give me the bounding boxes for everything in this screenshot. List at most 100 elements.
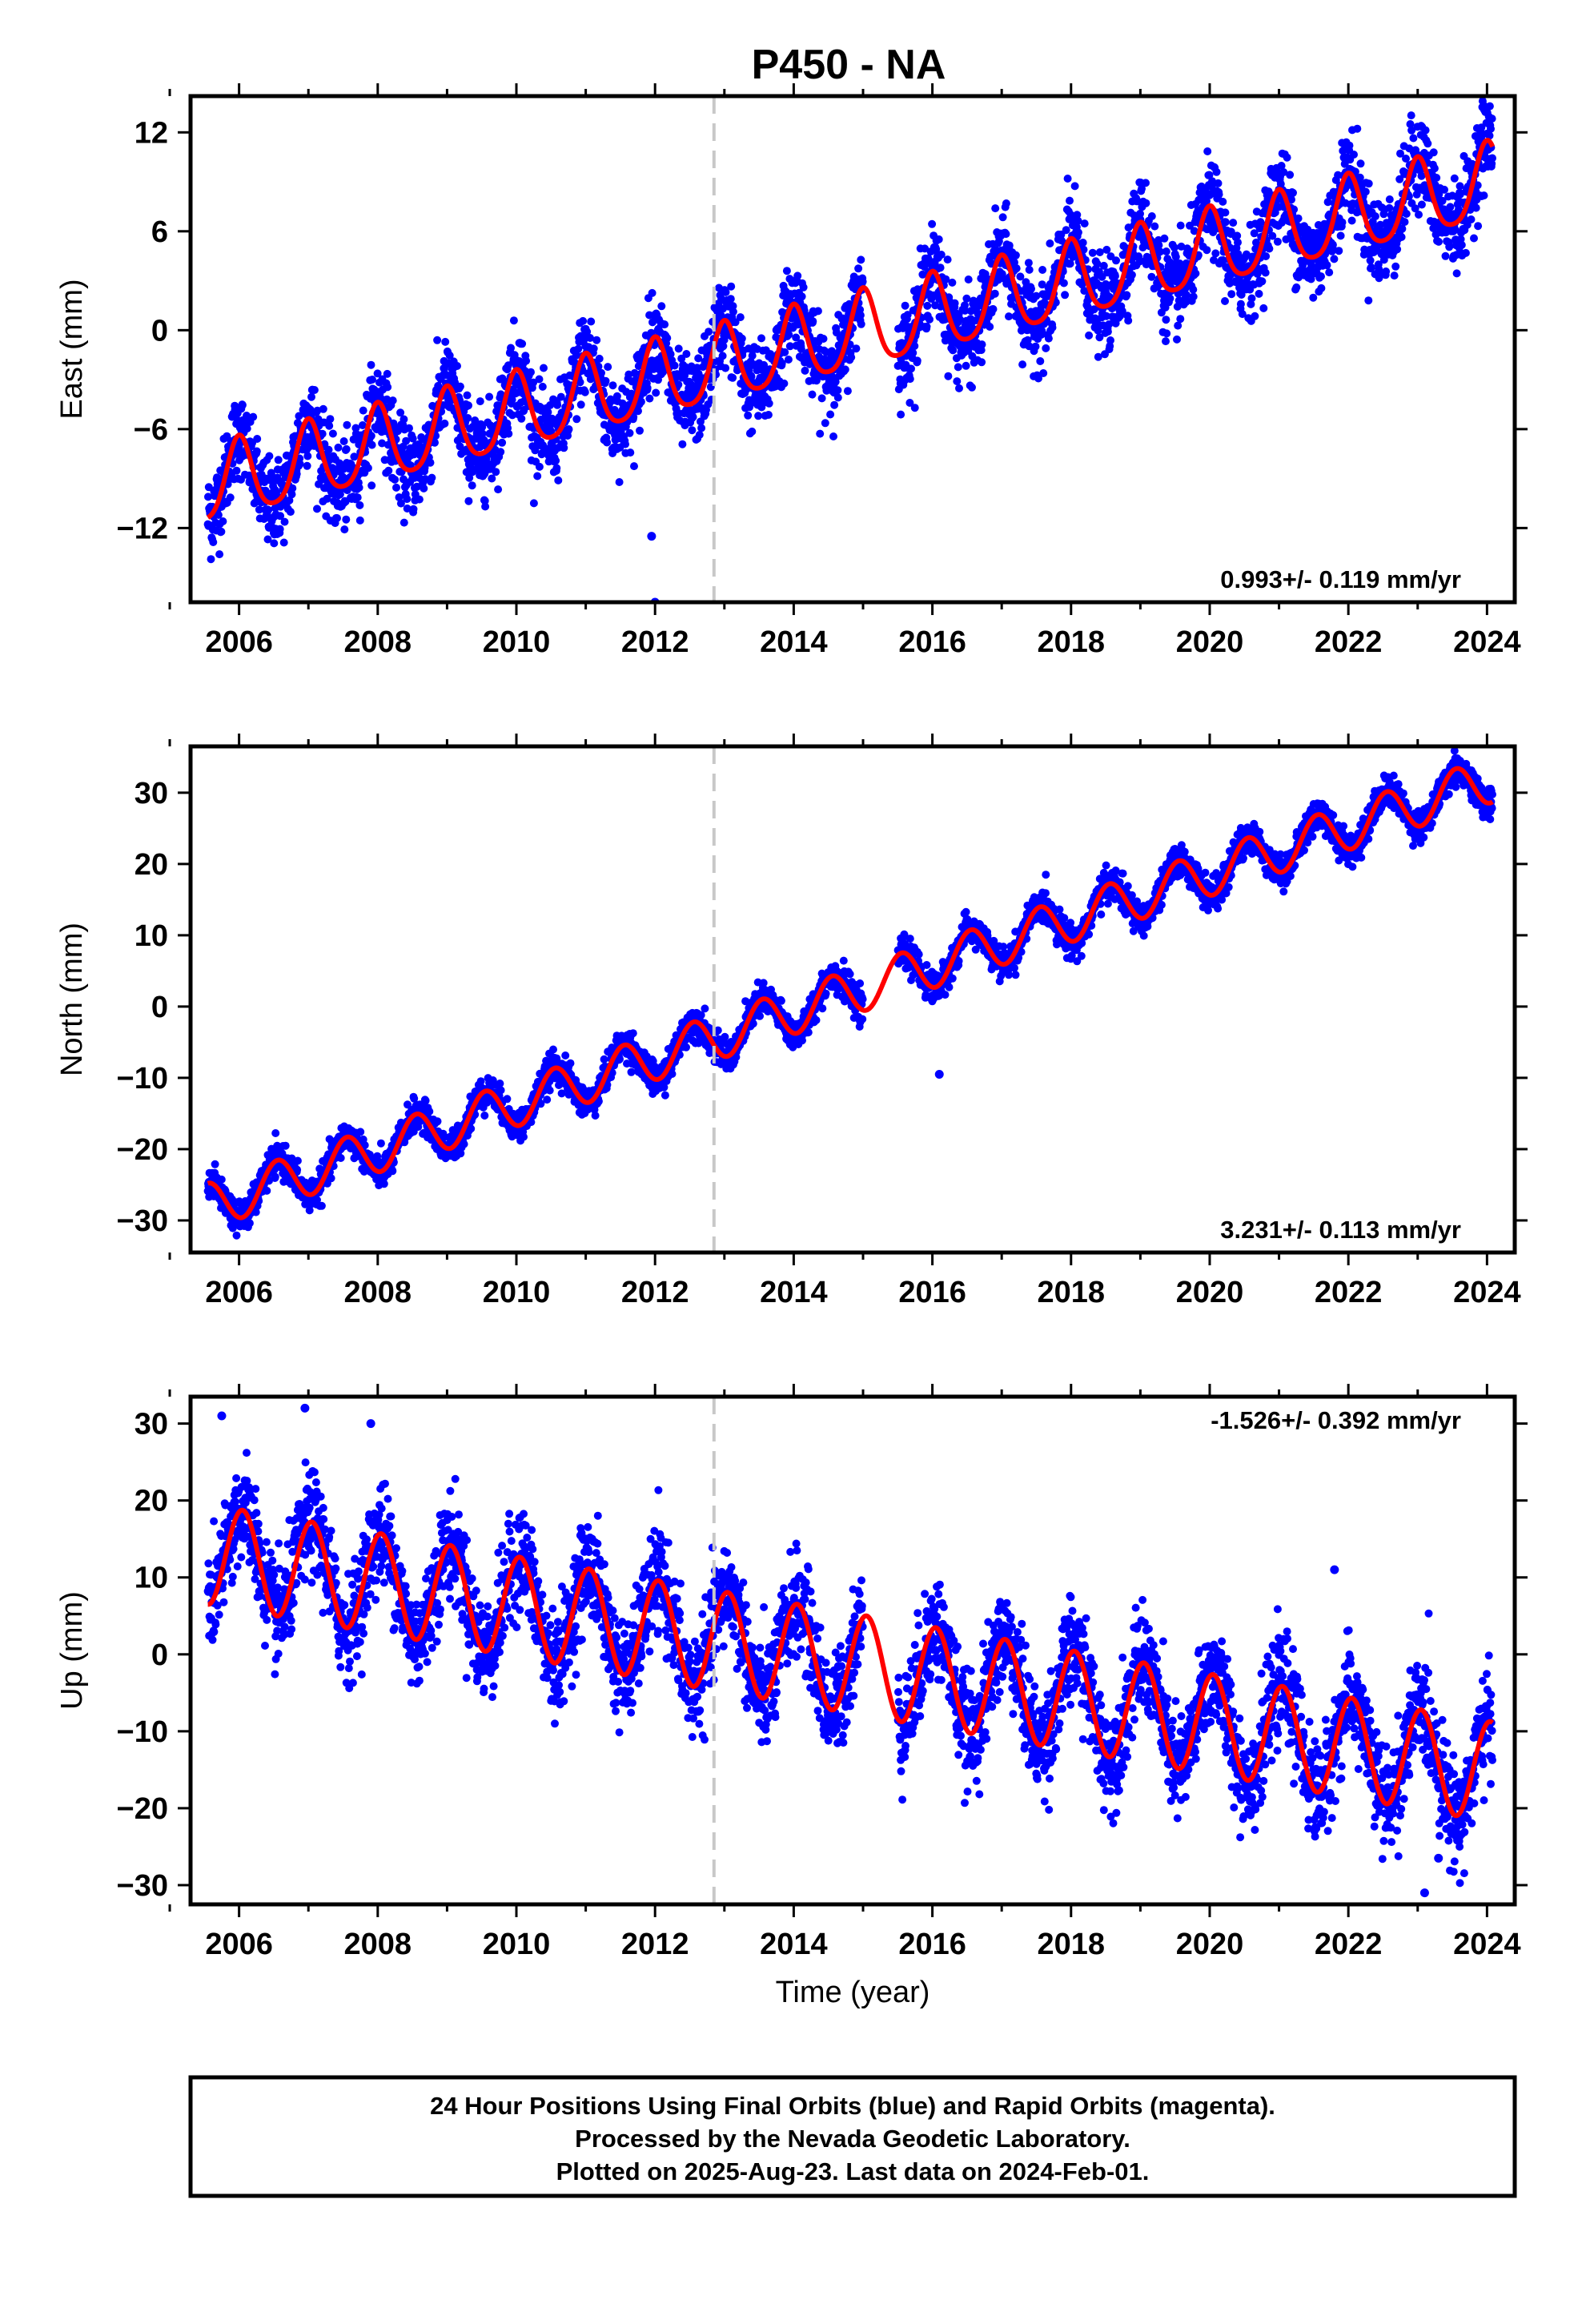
east-data-point xyxy=(492,468,500,476)
east-data-point xyxy=(1292,283,1301,292)
east-data-point xyxy=(383,369,391,378)
east-data-point xyxy=(1073,211,1082,219)
east-data-point xyxy=(394,427,402,436)
east-data-point xyxy=(576,400,585,409)
east-data-point xyxy=(674,380,683,389)
east-data-point xyxy=(1046,239,1054,247)
east-data-point xyxy=(478,429,487,438)
east-y-axis-label: East (mm) xyxy=(55,279,89,419)
east-x-tick-label: 2012 xyxy=(621,625,689,659)
east-data-point xyxy=(689,412,697,421)
east-data-point xyxy=(1042,344,1050,352)
east-data-point xyxy=(797,292,806,301)
east-data-point xyxy=(852,344,861,353)
east-data-point xyxy=(695,431,704,439)
east-data-point xyxy=(936,263,945,272)
north-data-point xyxy=(480,1112,489,1120)
east-data-point xyxy=(1395,175,1404,183)
east-data-point xyxy=(626,448,635,457)
north-data-point xyxy=(388,1167,397,1176)
north-data-point xyxy=(211,1160,219,1168)
north-data-point xyxy=(317,1201,326,1210)
east-data-point xyxy=(1307,275,1315,283)
east-data-point xyxy=(1397,233,1406,241)
east-data-point xyxy=(854,264,863,273)
east-data-point xyxy=(409,505,418,513)
east-data-point xyxy=(325,421,334,430)
east-data-point xyxy=(719,342,728,351)
east-data-point xyxy=(464,497,473,505)
east-data-point xyxy=(383,383,392,392)
east-data-point xyxy=(1261,268,1270,277)
north-data-point xyxy=(421,1096,430,1105)
east-data-point xyxy=(1457,240,1466,249)
east-data-point xyxy=(441,337,450,346)
east-data-point xyxy=(415,495,424,504)
east-data-point xyxy=(420,484,428,493)
east-data-point xyxy=(480,497,489,505)
east-data-point xyxy=(1456,190,1464,199)
east-data-point xyxy=(1474,222,1483,231)
east-data-point xyxy=(527,368,535,376)
east-data-point xyxy=(529,378,538,387)
east-data-point xyxy=(792,333,801,342)
east-data-point xyxy=(276,512,285,521)
east-data-point xyxy=(535,375,544,384)
east-data-point xyxy=(1485,102,1494,111)
east-data-point xyxy=(552,456,560,465)
east-data-point xyxy=(1277,162,1286,170)
east-data-point xyxy=(359,406,367,415)
east-data-point xyxy=(285,496,294,505)
east-data-point xyxy=(604,363,612,372)
east-data-point xyxy=(431,438,439,447)
east-data-point xyxy=(1287,195,1295,204)
east-data-point xyxy=(1162,316,1170,324)
east-data-point xyxy=(1205,171,1214,179)
east-data-point xyxy=(412,482,421,491)
east-data-point xyxy=(1016,272,1025,281)
east-data-point xyxy=(1317,272,1325,281)
east-data-point xyxy=(688,426,697,435)
east-data-point xyxy=(556,392,565,401)
east-data-point xyxy=(954,363,962,372)
east-data-point xyxy=(847,353,856,362)
east-data-point xyxy=(1236,300,1245,308)
east-data-point xyxy=(718,352,727,360)
east-data-point xyxy=(279,538,288,547)
east-data-point xyxy=(1214,179,1223,187)
east-data-point xyxy=(634,407,642,416)
east-data-point xyxy=(998,213,1007,222)
east-data-point xyxy=(1271,208,1279,217)
east-data-point xyxy=(1099,261,1108,270)
east-frame xyxy=(188,94,1517,605)
east-data-point xyxy=(552,464,561,472)
east-data-point xyxy=(953,377,962,386)
east-data-point xyxy=(217,527,226,536)
east-data-point xyxy=(1473,181,1482,190)
east-data-point xyxy=(1031,342,1040,351)
east-data-point xyxy=(922,322,931,331)
east-data-point xyxy=(1219,256,1227,264)
east-data-point xyxy=(923,301,932,310)
east-data-point xyxy=(358,421,367,429)
east-data-point xyxy=(468,481,476,490)
east-data-point xyxy=(560,444,568,452)
east-data-point xyxy=(1480,191,1488,200)
north-data-point xyxy=(336,1154,345,1162)
east-data-point xyxy=(729,302,737,311)
east-data-point xyxy=(630,368,639,377)
east-data-point xyxy=(464,401,472,410)
east-data-point xyxy=(991,204,1000,213)
east-data-point xyxy=(1027,284,1035,293)
east-data-point xyxy=(1059,279,1068,287)
east-data-point xyxy=(310,386,319,394)
east-data-point xyxy=(367,360,375,369)
east-data-point xyxy=(400,415,408,424)
east-data-point xyxy=(1247,300,1255,308)
east-data-point xyxy=(829,432,837,440)
east-data-point xyxy=(1171,252,1180,261)
north-data-point xyxy=(217,1175,226,1184)
east-data-point xyxy=(1005,312,1013,321)
east-data-point xyxy=(1355,173,1364,182)
east-data-point xyxy=(339,437,348,445)
